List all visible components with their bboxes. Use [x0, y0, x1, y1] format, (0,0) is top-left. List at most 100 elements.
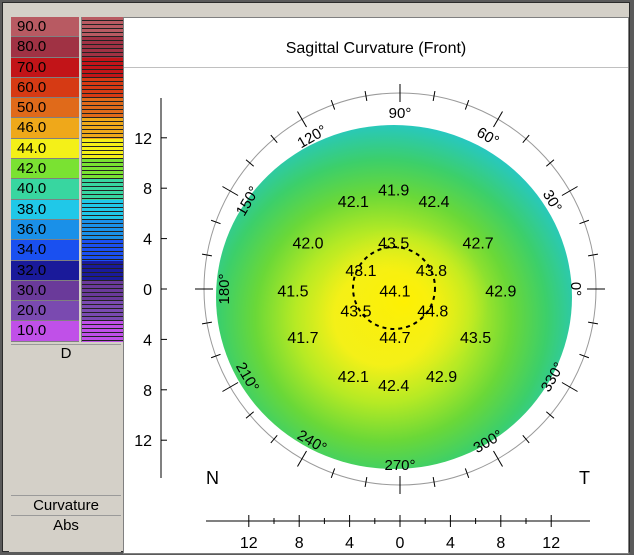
scale-swatch [81, 57, 123, 78]
y-tick-label: 0 [143, 282, 152, 299]
angle-tick [245, 159, 255, 167]
scale-row: 46.0 [9, 118, 123, 139]
angle-tick [561, 382, 578, 392]
scale-swatch [81, 321, 123, 342]
legend-type: Curvature [11, 495, 121, 515]
angle-tick [330, 99, 336, 110]
pupil-outline [352, 246, 436, 330]
angle-tick [270, 134, 278, 144]
x-tick-label: 8 [496, 535, 505, 552]
angle-tick [210, 353, 221, 359]
curvature-reading: 42.7 [463, 235, 494, 252]
angle-tick [364, 90, 368, 101]
y-tick-label: 8 [143, 181, 152, 198]
scale-value: 36.0 [11, 219, 79, 241]
scale-swatch [81, 98, 123, 119]
x-tick-label: 0 [396, 535, 405, 552]
readings-group: 41.9 42.1 42.4 42.0 43.5 42.7 43.1 43.8 41.5 44.1… [277, 182, 516, 394]
scale-swatch [81, 37, 123, 58]
angle-tick [364, 477, 368, 488]
curvature-reading: 44.1 [379, 283, 410, 300]
scale-value: 30.0 [11, 280, 79, 302]
angle-tick [297, 450, 307, 467]
x-tick-label: 12 [542, 535, 560, 552]
curvature-reading: 43.5 [378, 235, 409, 252]
angle-tick [432, 477, 436, 488]
scale-row: 42.0 [9, 159, 123, 180]
scale-value: 10.0 [11, 321, 79, 342]
curvature-reading: 43.1 [345, 263, 376, 280]
scale-row: 90.0 [9, 17, 123, 38]
scale-row: 40.0 [9, 179, 123, 200]
scale-value: 38.0 [11, 199, 79, 220]
x-tick-label: 4 [446, 535, 455, 552]
y-tick-label: 12 [134, 433, 152, 450]
scale-row: 20.0 [9, 301, 123, 322]
angle-tick [588, 321, 599, 325]
scale-swatch [81, 280, 123, 302]
scale-row: 30.0 [9, 280, 123, 302]
scale-swatch [81, 138, 123, 160]
y-tick-label: 12 [134, 131, 152, 148]
scale-row: 10.0 [9, 321, 123, 342]
angle-tick [588, 253, 599, 257]
angle-tick [522, 434, 530, 444]
scale-value: 80.0 [11, 37, 79, 58]
angle-label: 270° [384, 457, 415, 474]
axes-group: 12 8 4 0 4 8 12 12 8 4 0 4 8 12 [134, 98, 590, 552]
angle-tick [432, 90, 436, 101]
angle-tick [201, 253, 212, 257]
angle-tick [545, 411, 555, 419]
scale-value: 50.0 [11, 98, 79, 119]
angle-tick [545, 159, 555, 167]
curvature-reading: 43.8 [416, 263, 447, 280]
angle-tick [522, 134, 530, 144]
scale-row: 34.0 [9, 240, 123, 261]
legend-unit: D [11, 344, 121, 362]
scale-row: 38.0 [9, 199, 123, 220]
scale-swatch [81, 240, 123, 261]
y-tick-label: 8 [143, 383, 152, 400]
scale-row: 44.0 [9, 138, 123, 160]
y-tick-label: 4 [143, 232, 152, 249]
scale-value: 44.0 [11, 138, 79, 160]
scale-value: 70.0 [11, 57, 79, 78]
angle-tick [222, 382, 239, 392]
angle-ticks [195, 84, 605, 494]
curvature-reading: 42.4 [378, 378, 409, 395]
scale-swatch [81, 17, 123, 38]
scale-value: 34.0 [11, 240, 79, 261]
angle-tick [464, 99, 470, 110]
scale-swatch [81, 118, 123, 139]
curvature-reading: 43.5 [340, 303, 371, 320]
angle-label: 0° [567, 282, 584, 296]
scale-swatch [81, 77, 123, 99]
curvature-reading: 42.9 [485, 283, 516, 300]
angle-tick [222, 186, 239, 196]
scale-value: 40.0 [11, 179, 79, 200]
angle-tick [245, 411, 255, 419]
scale-row: 32.0 [9, 260, 123, 281]
angle-tick [270, 434, 278, 444]
color-scale: 90.0 80.0 70.0 60.0 50.0 46.0 44.0 42.0 40.0 38.0… [9, 17, 123, 342]
scale-value: 42.0 [11, 159, 79, 180]
scale-swatch [81, 199, 123, 220]
curvature-reading: 42.1 [338, 194, 369, 211]
scale-swatch [81, 179, 123, 200]
scale-value: 46.0 [11, 118, 79, 139]
scale-value: 20.0 [11, 301, 79, 322]
legend-mode[interactable]: Abs [11, 515, 121, 535]
scale-swatch [81, 301, 123, 322]
curvature-reading: 42.9 [426, 369, 457, 386]
scale-row: 70.0 [9, 57, 123, 78]
scale-row: 60.0 [9, 77, 123, 99]
x-tick-label: 4 [345, 535, 354, 552]
scale-value: 32.0 [11, 260, 79, 281]
angle-label: 90° [389, 105, 412, 122]
angle-tick [493, 111, 503, 128]
angle-tick [579, 219, 590, 225]
angle-tick [330, 468, 336, 479]
scale-swatch [81, 219, 123, 241]
angle-tick [493, 450, 503, 467]
